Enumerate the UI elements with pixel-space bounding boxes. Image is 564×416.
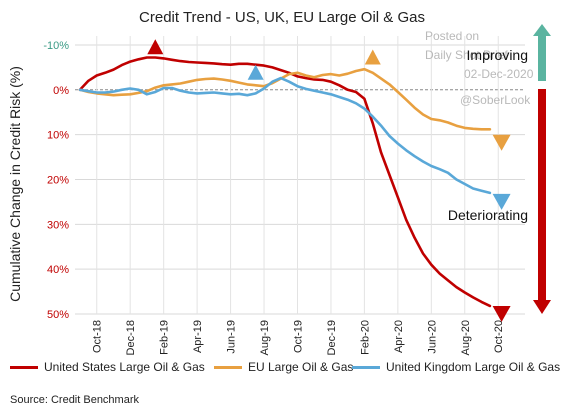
legend-swatch-eu: [214, 365, 242, 369]
watermark-site: Daily Shot Brief: [425, 48, 508, 62]
x-tick-label: Oct-19: [292, 320, 304, 353]
y-tick-label: 20%: [47, 174, 69, 186]
legend-item-us: United States Large Oil & Gas: [10, 360, 205, 374]
legend-item-eu: EU Large Oil & Gas: [214, 360, 353, 374]
series-line-2: [78, 76, 492, 195]
y-tick-label: 10%: [47, 130, 69, 142]
y-axis-label: Cumulative Change in Credit Risk (%): [7, 66, 23, 302]
y-tick-label: -10%: [43, 40, 69, 52]
source-note: Source: Credit Benchmark: [10, 394, 139, 406]
legend-item-uk: United Kingdom Large Oil & Gas: [352, 360, 560, 374]
y-tick-label: 50%: [47, 309, 69, 321]
x-axis-ticks: Oct-18 Dec-18 Feb-19 Apr-19 Jun-19 Aug-19 Oct-…: [92, 320, 505, 355]
series-lines: [78, 56, 492, 308]
grid-lines: [75, 36, 525, 315]
y-tick-label: 30%: [47, 219, 69, 231]
x-tick-label: Jun-19: [226, 320, 238, 354]
x-tick-label: Jun-20: [426, 320, 438, 354]
watermark-posted: Posted on: [425, 29, 479, 43]
x-tick-label: Aug-20: [460, 320, 472, 355]
marker-triangle-up: [147, 39, 164, 55]
improving-arrow-head: [533, 24, 551, 36]
x-tick-label: Apr-20: [393, 320, 405, 353]
watermark-handle: @SoberLook: [460, 93, 531, 107]
legend-label-us: United States Large Oil & Gas: [44, 360, 205, 374]
deteriorating-label: Deteriorating: [448, 207, 528, 223]
legend-label-uk: United Kingdom Large Oil & Gas: [386, 360, 561, 374]
y-axis-ticks: -10% 0% 10% 20% 30% 40% 50%: [43, 40, 69, 321]
series-line-1: [78, 67, 492, 131]
chart-area: Credit Trend - US, UK, EU Large Oil & Ga…: [7, 9, 551, 355]
legend-label-eu: EU Large Oil & Gas: [248, 360, 354, 374]
improving-label: Improving: [467, 47, 528, 63]
improving-arrow-shaft: [538, 36, 546, 81]
x-tick-label: Aug-19: [259, 320, 271, 355]
marker-triangle-up: [247, 64, 264, 80]
legend-swatch-us: [10, 365, 38, 369]
legend-swatch-uk: [352, 365, 380, 369]
watermark: Posted on Daily Shot Brief 02-Dec-2020 @Sob…: [425, 29, 534, 107]
marker-triangle-up: [364, 49, 381, 65]
chart-title: Credit Trend - US, UK, EU Large Oil & Ga…: [139, 9, 425, 26]
deteriorating-arrow-head: [533, 300, 551, 314]
x-tick-label: Oct-18: [92, 320, 104, 353]
series-line-0: [78, 56, 492, 308]
x-tick-label: Oct-20: [493, 320, 505, 353]
x-tick-label: Feb-19: [159, 320, 171, 355]
x-tick-label: Dec-19: [326, 320, 338, 355]
watermark-date: 02-Dec-2020: [464, 67, 534, 81]
y-tick-label: 40%: [47, 264, 69, 276]
marker-triangle-down: [492, 193, 511, 210]
deteriorating-arrow-shaft: [538, 89, 546, 301]
marker-triangle-down: [492, 306, 511, 322]
x-tick-label: Apr-19: [192, 320, 204, 353]
x-tick-label: Dec-18: [125, 320, 137, 355]
direction-arrows: Improving Deteriorating: [448, 24, 551, 314]
x-tick-label: Feb-20: [359, 320, 371, 355]
trend-markers: [147, 39, 511, 322]
y-tick-label: 0%: [53, 85, 69, 97]
marker-triangle-down: [492, 134, 511, 151]
legend: United States Large Oil & Gas EU Large O…: [0, 360, 564, 384]
